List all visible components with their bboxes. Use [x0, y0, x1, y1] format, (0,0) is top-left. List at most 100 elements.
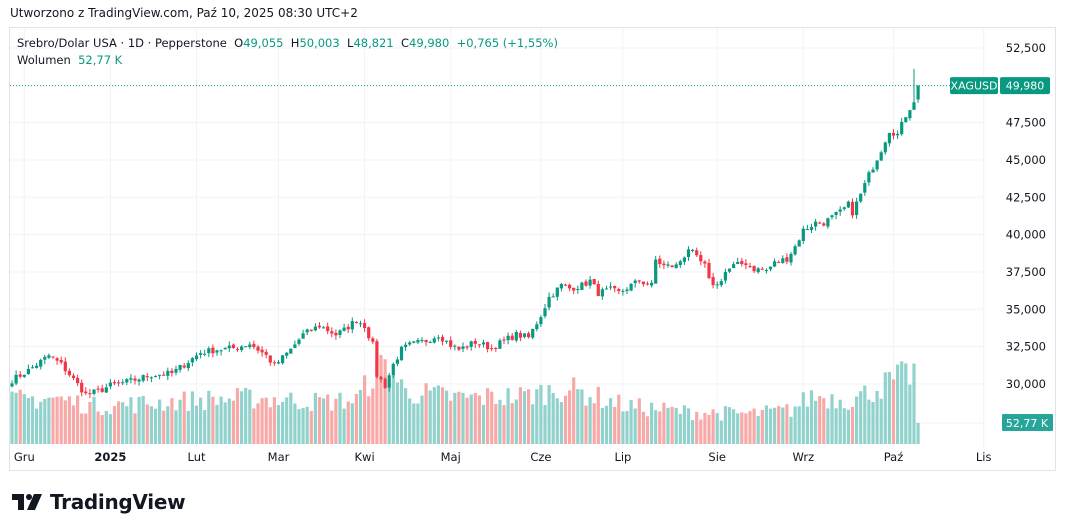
- volume-bar: [379, 354, 383, 444]
- candle-body: [76, 377, 80, 384]
- candle-body: [896, 133, 900, 136]
- candle-body: [777, 262, 781, 264]
- volume-value: 52,77 K: [78, 53, 123, 67]
- volume-bar: [100, 415, 104, 444]
- symbol-title[interactable]: Srebro/Dolar USA · 1D · Pepperstone: [17, 36, 227, 50]
- volume-bar: [666, 407, 670, 444]
- volume-bar: [47, 397, 51, 444]
- candle-body: [248, 344, 252, 348]
- candle-body: [572, 287, 576, 291]
- volume-bar: [276, 405, 281, 444]
- candle-body: [715, 284, 719, 286]
- time-axis-label: Maj: [441, 450, 461, 464]
- candle-body: [71, 375, 76, 379]
- candle-body: [650, 282, 654, 286]
- candle-body: [367, 327, 371, 339]
- candle-body: [317, 325, 322, 328]
- volume-bar: [309, 411, 313, 444]
- candle-body: [35, 365, 39, 368]
- candle-body: [223, 347, 227, 350]
- candle-body: [662, 263, 666, 266]
- volume-bar: [76, 395, 80, 444]
- candle-body: [596, 283, 600, 296]
- candle-body: [797, 240, 801, 247]
- volume-bar: [252, 408, 256, 444]
- candle-body: [805, 229, 809, 231]
- volume-bar: [830, 394, 834, 444]
- candle-body: [691, 250, 695, 252]
- volume-bar: [596, 387, 600, 444]
- volume-bar: [313, 392, 317, 444]
- price-axis-label: 37,500: [1006, 265, 1046, 279]
- volume-bar: [604, 405, 609, 444]
- candle-body: [522, 333, 527, 337]
- candle-body: [506, 335, 510, 341]
- volume-bar: [744, 413, 748, 444]
- time-axis-label: Cze: [530, 450, 551, 464]
- candle-body: [55, 358, 59, 361]
- candle-body: [326, 326, 330, 332]
- volume-bar: [518, 387, 522, 444]
- candle-body: [178, 364, 182, 370]
- candle-body: [609, 286, 613, 288]
- candle-body: [301, 333, 305, 339]
- volume-bar: [572, 377, 576, 444]
- candle-body: [654, 259, 658, 284]
- volume-bar: [814, 400, 818, 444]
- volume-bar: [256, 403, 260, 444]
- tradingview-logo[interactable]: TradingView: [12, 490, 186, 514]
- candle-body: [822, 223, 826, 226]
- volume-bar: [14, 392, 18, 444]
- volume-bar: [551, 393, 555, 444]
- candle-body: [428, 341, 432, 343]
- volume-bar: [297, 409, 301, 444]
- volume-bar: [129, 397, 133, 444]
- volume-bar: [752, 408, 756, 444]
- price-axis-label: 30,000: [1006, 377, 1046, 391]
- volume-bar: [395, 382, 399, 444]
- volume-bar: [678, 413, 682, 444]
- volume-bar: [691, 420, 695, 444]
- volume-bar: [268, 407, 272, 444]
- time-axis-label: Kwi: [355, 450, 375, 464]
- price-axis-label: 40,000: [1006, 228, 1046, 242]
- candle-body: [678, 261, 682, 266]
- volume-bar: [469, 394, 473, 444]
- candle-body: [740, 260, 744, 265]
- volume-bar: [637, 398, 641, 444]
- volume-bar: [219, 396, 223, 444]
- close-label: C: [401, 36, 410, 50]
- candle-body: [494, 348, 498, 350]
- volume-bar: [338, 392, 342, 444]
- candle-body: [613, 286, 617, 289]
- volume-bar: [330, 410, 334, 444]
- candle-body: [297, 339, 301, 344]
- open-label: O: [234, 36, 244, 50]
- candle-body: [559, 284, 563, 289]
- volume-bar: [584, 405, 588, 444]
- low-value: 48,821: [353, 36, 394, 50]
- candle-body: [174, 368, 178, 373]
- candle-body: [268, 355, 272, 363]
- volume-bar: [568, 390, 572, 444]
- time-axis-label: Lip: [614, 450, 631, 464]
- tradingview-logo-icon: [12, 494, 42, 510]
- candle-body: [88, 393, 92, 395]
- volume-bar: [592, 403, 596, 444]
- candle-body: [342, 327, 346, 331]
- volume-bar: [650, 402, 654, 444]
- volume-bar: [445, 390, 449, 444]
- candle-body: [59, 359, 63, 363]
- candle-body: [490, 348, 494, 350]
- volume-bar: [494, 403, 498, 444]
- candle-body: [338, 330, 342, 335]
- candle-body: [633, 280, 637, 284]
- volume-label[interactable]: Wolumen: [17, 53, 71, 67]
- time-axis-label: Lis: [976, 450, 992, 464]
- volume-bar: [432, 387, 436, 444]
- candle-body: [379, 376, 383, 380]
- volume-bar: [272, 397, 276, 444]
- volume-bar: [420, 395, 424, 444]
- candle-body: [637, 280, 641, 282]
